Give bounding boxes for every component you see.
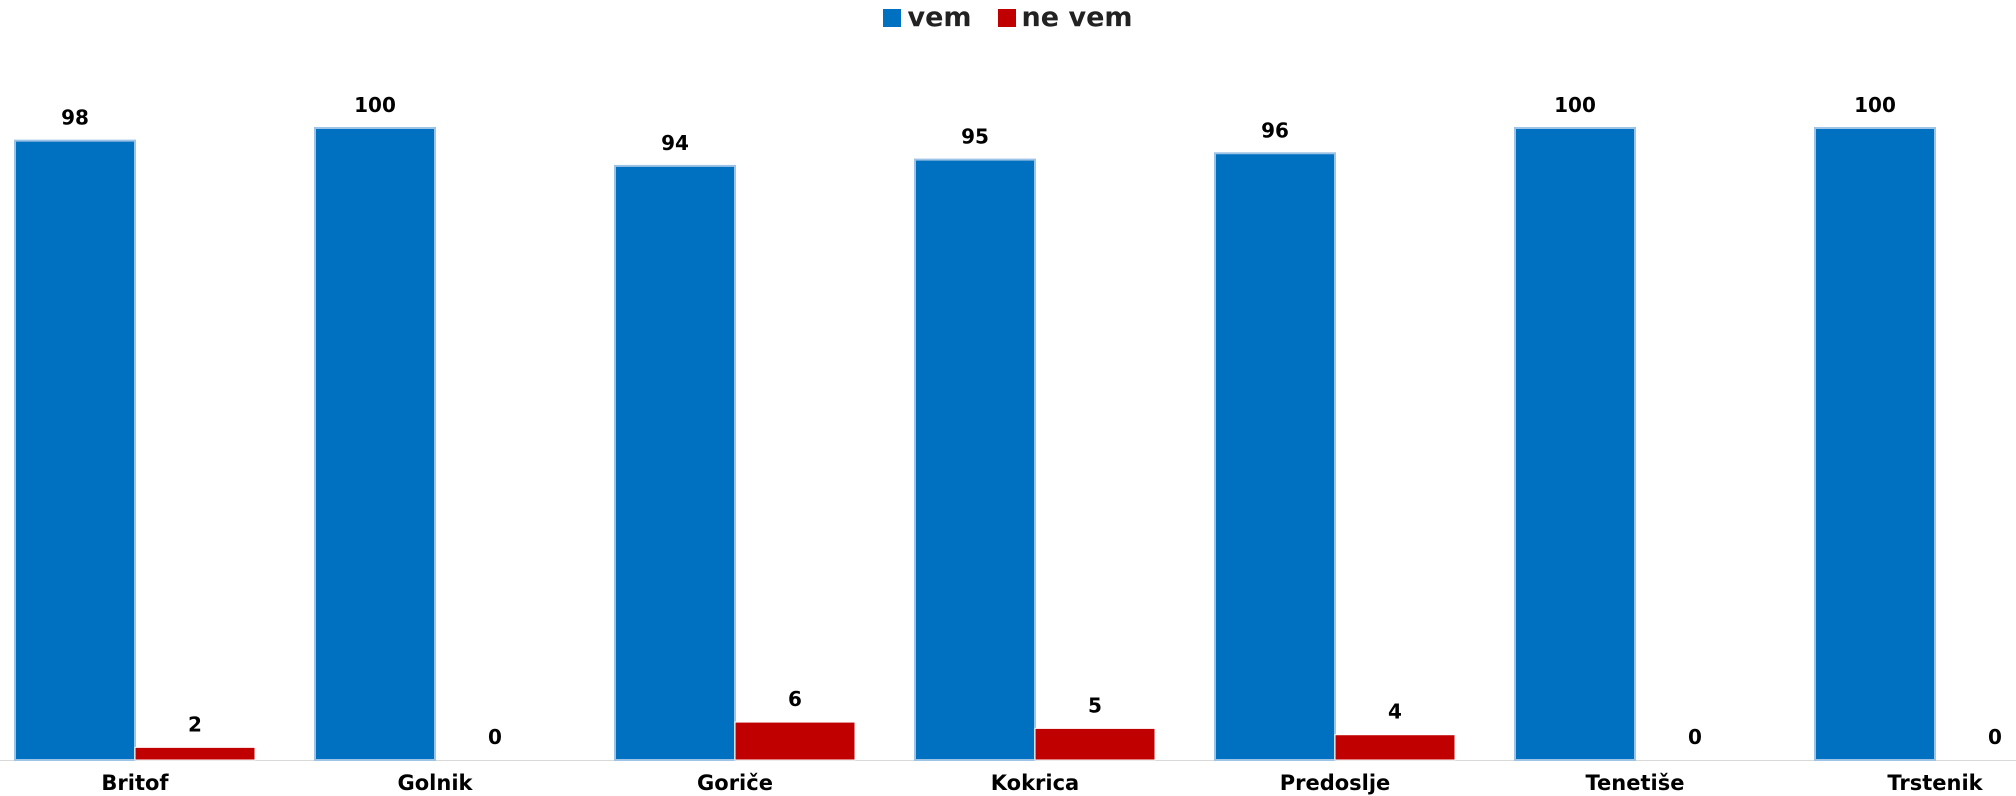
data-label-ne-vem-trstenik: 0 — [1988, 725, 2002, 749]
x-tick-label-kokrica: Kokrica — [991, 771, 1079, 795]
x-tick-label-predoslje: Predoslje — [1280, 771, 1391, 795]
legend-item-ne-vem[interactable]: ne vem — [997, 2, 1133, 33]
legend-item-vem[interactable]: vem — [883, 2, 972, 33]
bar-ne-vem-britof[interactable] — [134, 746, 256, 761]
data-label-ne-vem-golnik: 0 — [488, 725, 502, 749]
bar-vem-gorice[interactable] — [614, 164, 736, 762]
x-tick-label-britof: Britof — [101, 771, 169, 795]
x-tick-label-trstenik: Trstenik — [1887, 771, 1983, 795]
data-label-ne-vem-gorice: 6 — [788, 687, 802, 711]
data-label-vem-kokrica: 95 — [961, 125, 989, 149]
data-label-ne-vem-predoslje: 4 — [1388, 700, 1402, 724]
data-label-vem-gorice: 94 — [661, 131, 689, 155]
data-label-vem-britof: 98 — [61, 106, 89, 130]
bar-vem-golnik[interactable] — [314, 127, 436, 761]
bar-ne-vem-gorice[interactable] — [734, 721, 856, 761]
legend-label-vem: vem — [907, 2, 972, 33]
bar-ne-vem-kokrica[interactable] — [1034, 727, 1156, 761]
data-label-vem-trstenik: 100 — [1854, 93, 1896, 117]
data-label-ne-vem-kokrica: 5 — [1088, 693, 1102, 717]
bar-vem-kokrica[interactable] — [914, 158, 1036, 762]
data-label-ne-vem-britof: 2 — [188, 712, 202, 736]
data-label-ne-vem-tenetise: 0 — [1688, 725, 1702, 749]
legend-swatch-ne-vem — [997, 8, 1016, 27]
bar-vem-tenetise[interactable] — [1514, 127, 1636, 761]
x-tick-label-gorice: Goriče — [697, 771, 773, 795]
data-label-vem-tenetise: 100 — [1554, 93, 1596, 117]
bar-vem-trstenik[interactable] — [1814, 127, 1936, 761]
legend-label-ne-vem: ne vem — [1021, 2, 1133, 33]
x-tick-label-golnik: Golnik — [398, 771, 474, 795]
legend: vem ne vem — [0, 2, 2016, 33]
legend-swatch-vem — [883, 8, 902, 27]
bar-vem-predoslje[interactable] — [1214, 152, 1336, 761]
bar-ne-vem-predoslje[interactable] — [1334, 734, 1456, 761]
data-label-vem-predoslje: 96 — [1261, 118, 1289, 142]
bar-vem-britof[interactable] — [14, 139, 136, 761]
x-tick-label-tenetise: Tenetiše — [1586, 771, 1685, 795]
data-label-vem-golnik: 100 — [354, 93, 396, 117]
